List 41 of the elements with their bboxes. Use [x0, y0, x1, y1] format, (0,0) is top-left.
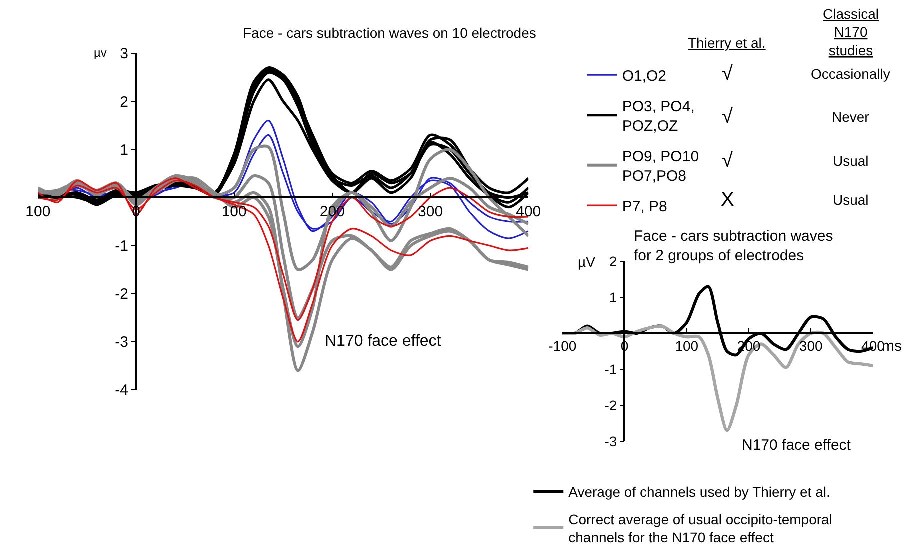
legend-label: O1,O2	[622, 68, 667, 85]
legend-label: PO3, PO4, POZ,OZ	[622, 98, 695, 135]
text: Never	[832, 109, 870, 125]
x-tick-label: 300	[799, 338, 823, 354]
text: √	[722, 106, 733, 128]
x-tick-label: 100	[675, 338, 699, 354]
y-axis-title: µV	[578, 254, 596, 270]
y-tick-label: 1	[120, 142, 129, 159]
annotation: N170 face effect	[325, 333, 442, 350]
x-tick-label: -100	[548, 338, 577, 354]
x-tick-label: 100	[26, 203, 51, 220]
y-tick-label: -2	[604, 397, 618, 414]
y-tick-label: 2	[120, 94, 129, 111]
y-tick-label: -4	[115, 382, 129, 400]
y-tick-label: -3	[115, 334, 129, 352]
x-tick-label: 400	[516, 203, 542, 220]
x-tick-label: 100	[222, 203, 247, 220]
y-tick-label: 1	[609, 289, 618, 306]
y-tick-label: -2	[115, 286, 129, 304]
y-tick-label: -1	[604, 361, 618, 378]
text: Classical N170 studies	[823, 6, 880, 58]
text: Occasionally	[811, 66, 890, 82]
y-tick-label: 3	[120, 46, 129, 63]
y-tick-label: -3	[604, 433, 618, 450]
legend-label: PO9, PO10 PO7,PO8	[622, 148, 700, 185]
text: √	[722, 63, 733, 85]
chart-title: Face - cars subtraction waves on 10 electrodes	[243, 25, 536, 41]
legend-label: P7, P8	[622, 198, 668, 216]
text: Usual	[833, 192, 869, 208]
text: Usual	[833, 153, 869, 169]
legend-label: Correct average of usual occipito-temporal channels for the N170 face effect	[568, 511, 832, 546]
legend-label: Average of channels used by Thierry et al.	[568, 484, 830, 500]
text: X	[721, 189, 734, 211]
chart-title: Face - cars subtraction waves for 2 groups of electrodes	[634, 228, 834, 264]
y-axis-title: µv	[94, 46, 107, 60]
text: Thierry et al.	[688, 35, 766, 51]
text: √	[722, 150, 733, 172]
y-tick-label: 2	[609, 253, 618, 270]
x-tick-label: 300	[418, 203, 444, 220]
annotation: N170 face effect	[742, 437, 852, 454]
y-tick-label: -1	[115, 238, 129, 256]
